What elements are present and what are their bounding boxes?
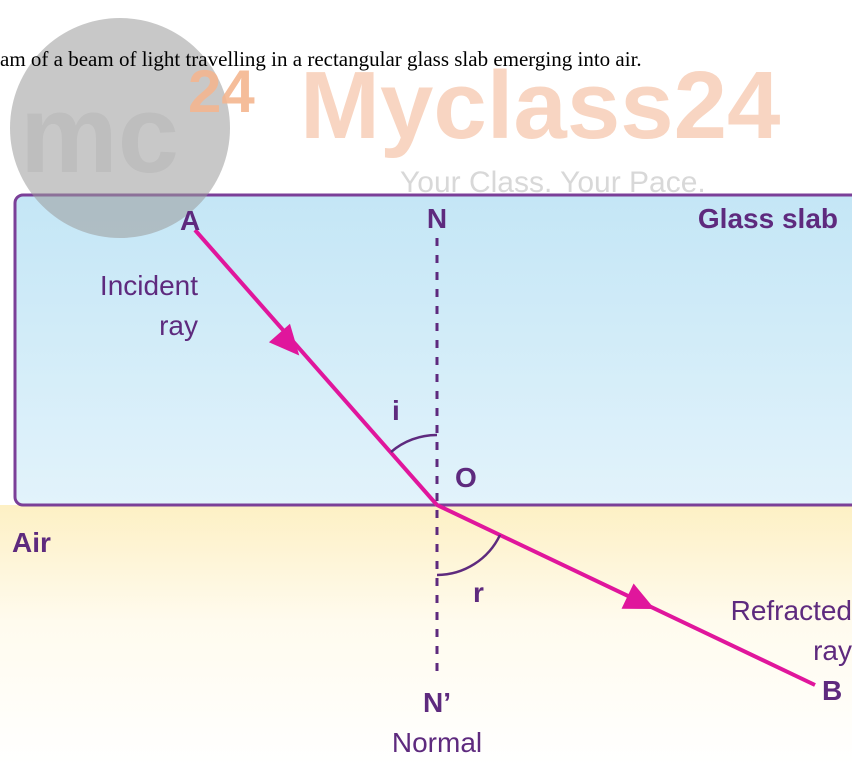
label: Refracted	[731, 595, 852, 626]
label: N	[427, 203, 447, 234]
air-region	[0, 505, 852, 765]
arrowhead	[268, 323, 300, 356]
label: r	[473, 577, 484, 608]
glass-slab	[13, 193, 852, 507]
label: A	[180, 205, 200, 236]
label: i	[392, 395, 400, 426]
angle-arc	[390, 433, 438, 453]
label: ray	[813, 635, 852, 666]
incident-ray	[193, 228, 439, 507]
label: Air	[12, 527, 51, 558]
watermark-brand: Myclass24	[300, 52, 780, 159]
caption: am of a beam of light travelling in a re…	[0, 47, 642, 71]
label: O	[455, 462, 477, 493]
watermark-superscript: 24	[188, 58, 255, 125]
arrowhead	[621, 583, 655, 610]
label: Normal	[392, 727, 482, 758]
label: N’	[423, 687, 451, 718]
label: ray	[159, 310, 198, 341]
label: Glass slab	[698, 203, 838, 234]
watermark-logo: mc	[20, 73, 179, 196]
watermark-circle	[10, 18, 230, 238]
label: B	[822, 675, 842, 706]
watermark-tagline: Your Class. Your Pace.	[400, 166, 706, 199]
label: Incident	[100, 270, 198, 301]
angle-arc	[436, 534, 502, 577]
